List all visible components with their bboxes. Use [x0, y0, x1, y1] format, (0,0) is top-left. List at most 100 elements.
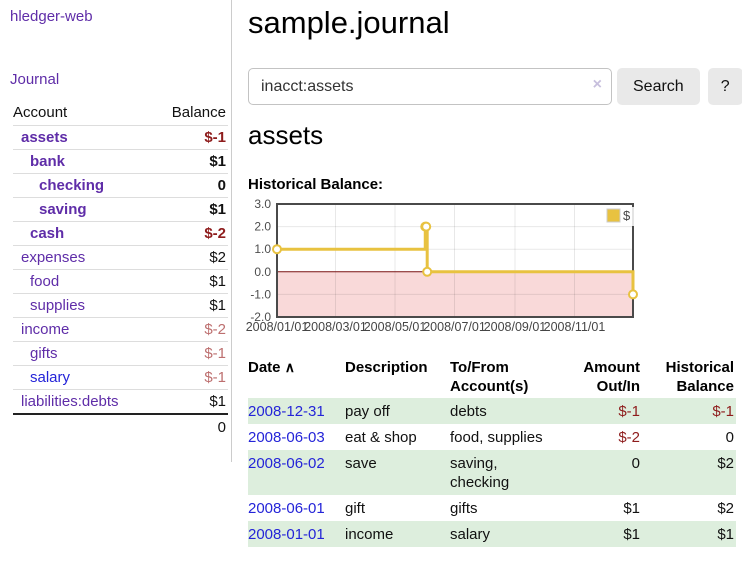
account-balance: $1 — [153, 269, 228, 294]
register-description: pay off — [345, 403, 390, 420]
account-cell: food — [13, 269, 154, 294]
account-row: assets $-1 — [13, 125, 228, 150]
balance-chart: 3.0 2.0 1.0 0.0 -1.0 -2.02008/01/012008/03/01… — [246, 197, 638, 334]
svg-text:$: $ — [623, 208, 631, 223]
register-col-date[interactable]: Date ∧ — [248, 359, 295, 376]
account-link[interactable]: checking — [39, 177, 105, 194]
register-accounts: gifts — [450, 500, 478, 517]
register-date-cell: 2008-06-02 — [248, 450, 345, 495]
account-link[interactable]: cash — [30, 225, 65, 242]
register-row: 2008-06-03 eat & shop food, supplies $-2 0 — [248, 424, 736, 450]
account-row: supplies $1 — [13, 293, 228, 318]
register-date-cell: 2008-01-01 — [248, 521, 345, 547]
register-date-link[interactable]: 2008-01-01 — [248, 526, 325, 543]
register-date-cell: 2008-12-31 — [248, 398, 345, 424]
search-bar: × Search ? — [248, 68, 742, 105]
register-accounts: food, supplies — [450, 429, 543, 446]
register-description: save — [345, 455, 377, 472]
svg-text:2008/05/01: 2008/05/01 — [364, 320, 427, 334]
account-cell: saving — [13, 197, 154, 222]
register-description: income — [345, 526, 394, 543]
account-cell: bank — [13, 149, 154, 174]
account-link[interactable]: gifts — [30, 345, 58, 362]
sort-asc-icon: ∧ — [284, 359, 295, 375]
account-cell: liabilities:debts — [13, 389, 154, 415]
register-amount: $1 — [623, 526, 640, 543]
account-cell: income — [13, 317, 154, 342]
account-link[interactable]: expenses — [21, 249, 86, 266]
account-row: bank $1 — [13, 149, 228, 174]
account-row: food $1 — [13, 269, 228, 294]
register-header-row: Date ∧ Description To/From Account(s) Am… — [248, 356, 736, 398]
main-content: sample.journal × Search ? assets Histori… — [246, 0, 742, 582]
accounts-col-balance: Balance — [153, 100, 228, 126]
register-date-cell: 2008-06-03 — [248, 424, 345, 450]
account-link[interactable]: food — [30, 273, 60, 290]
chart-title: Historical Balance: — [248, 176, 384, 193]
svg-text:2.0: 2.0 — [254, 220, 271, 234]
register-row: 2008-06-02 save saving, checking 0 $2 — [248, 450, 736, 495]
help-button[interactable]: ? — [707, 68, 742, 105]
sidebar-item-journal[interactable]: Journal — [10, 71, 60, 88]
register-amount: $-2 — [618, 429, 640, 446]
account-link[interactable]: saving — [39, 201, 87, 218]
account-link[interactable]: assets — [21, 129, 68, 146]
register-table: Date ∧ Description To/From Account(s) Am… — [248, 356, 736, 547]
search-button[interactable]: Search — [617, 68, 700, 105]
account-balance: 0 — [153, 173, 228, 198]
register-balance: $-1 — [712, 403, 734, 420]
account-row: saving $1 — [13, 197, 228, 222]
register-date-cell: 2008-06-01 — [248, 495, 345, 521]
register-col-accounts: To/From Account(s) — [450, 359, 529, 395]
account-link[interactable]: supplies — [30, 297, 86, 314]
register-accounts: saving, checking — [450, 455, 510, 491]
accounts-total-spacer — [13, 413, 154, 440]
account-link[interactable]: salary — [30, 369, 71, 386]
account-balance: $-2 — [153, 317, 228, 342]
account-link[interactable]: income — [21, 321, 70, 338]
account-row: cash $-2 — [13, 221, 228, 246]
account-row: liabilities:debts $1 — [13, 389, 228, 415]
register-description: eat & shop — [345, 429, 417, 446]
account-link[interactable]: bank — [30, 153, 66, 170]
register-accounts: debts — [450, 403, 487, 420]
account-balance: $-1 — [153, 365, 228, 390]
svg-text:2008/03/01: 2008/03/01 — [304, 320, 367, 334]
register-balance: $2 — [717, 500, 734, 517]
register-date-link[interactable]: 2008-12-31 — [248, 403, 325, 420]
register-amount: 0 — [631, 455, 640, 472]
register-row: 2008-12-31 pay off debts $-1 $-1 — [248, 398, 736, 424]
clear-search-icon[interactable]: × — [592, 76, 602, 93]
svg-text:2008/07/01: 2008/07/01 — [423, 320, 486, 334]
register-balance: 0 — [725, 429, 734, 446]
register-balance: $1 — [717, 526, 734, 543]
account-cell: assets — [13, 125, 154, 150]
svg-text:0.0: 0.0 — [254, 265, 271, 279]
register-date-link[interactable]: 2008-06-03 — [248, 429, 325, 446]
account-balance: $-1 — [153, 125, 228, 150]
register-date-link[interactable]: 2008-06-01 — [248, 500, 325, 517]
register-row: 2008-06-01 gift gifts $1 $2 — [248, 495, 736, 521]
account-link[interactable]: liabilities:debts — [21, 393, 119, 410]
accounts-table: Account Balance assets $-1 bank $1 checking 0… — [13, 100, 228, 440]
register-date-link[interactable]: 2008-06-02 — [248, 455, 325, 472]
account-heading: assets — [248, 120, 324, 150]
account-balance: $2 — [153, 245, 228, 270]
svg-text:1.0: 1.0 — [254, 242, 271, 256]
account-cell: supplies — [13, 293, 154, 318]
account-balance: $1 — [153, 293, 228, 318]
account-balance: $-1 — [153, 341, 228, 366]
register-col-amount: Amount Out/In — [583, 359, 640, 395]
svg-text:-2.0: -2.0 — [250, 310, 271, 324]
brand-link[interactable]: hledger-web — [10, 8, 93, 25]
svg-text:2008/01/01: 2008/01/01 — [246, 320, 309, 334]
search-input[interactable] — [248, 68, 612, 105]
register-amount: $1 — [623, 500, 640, 517]
svg-text:2008/09/01: 2008/09/01 — [484, 320, 547, 334]
page-title: sample.journal — [248, 5, 450, 40]
account-balance: $1 — [153, 389, 228, 415]
account-cell: checking — [13, 173, 154, 198]
account-balance: $-2 — [153, 221, 228, 246]
svg-text:-1.0: -1.0 — [250, 287, 271, 301]
register-accounts: salary — [450, 526, 491, 543]
